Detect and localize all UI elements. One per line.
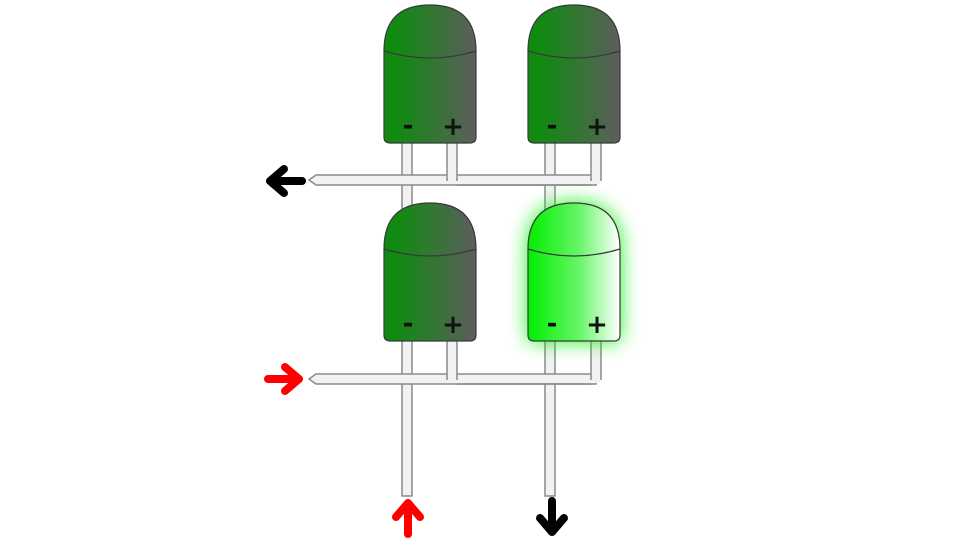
- arrow-down-icon[interactable]: [536, 497, 568, 536]
- anode-label: +: [586, 112, 608, 142]
- arrow-row-1[interactable]: [266, 165, 306, 197]
- arrow-row-2[interactable]: [264, 363, 303, 395]
- led-rim: [527, 248, 621, 257]
- led-rim: [527, 50, 621, 59]
- cathode-label: -: [403, 309, 414, 339]
- led-top-left: - +: [383, 4, 477, 144]
- arrow-up-icon[interactable]: [392, 499, 424, 538]
- led-body: [383, 4, 477, 144]
- led-body: [527, 4, 621, 144]
- led-top-right: - +: [527, 4, 621, 144]
- arrow-col-2[interactable]: [536, 497, 568, 536]
- led-rim: [383, 50, 477, 59]
- led-bottom-left: - +: [383, 202, 477, 342]
- lead-top-right-plus: [590, 139, 602, 181]
- led-body: [527, 202, 621, 342]
- lead-bottom-left-plus: [446, 337, 458, 380]
- lead-top-left-plus: [446, 139, 458, 181]
- arrow-left-icon[interactable]: [266, 165, 306, 197]
- anode-label: +: [442, 112, 464, 142]
- cathode-label: -: [547, 309, 558, 339]
- anode-label: +: [442, 310, 464, 340]
- cathode-label: -: [547, 111, 558, 141]
- led-rim: [383, 248, 477, 257]
- led-body: [383, 202, 477, 342]
- cathode-label: -: [403, 111, 414, 141]
- led-bottom-right: - +: [527, 202, 621, 342]
- arrow-right-icon[interactable]: [264, 363, 303, 395]
- lead-bottom-right-plus: [590, 337, 602, 380]
- anode-label: +: [586, 310, 608, 340]
- leds: - + - +- + - +: [383, 4, 621, 342]
- arrow-col-1[interactable]: [392, 499, 424, 538]
